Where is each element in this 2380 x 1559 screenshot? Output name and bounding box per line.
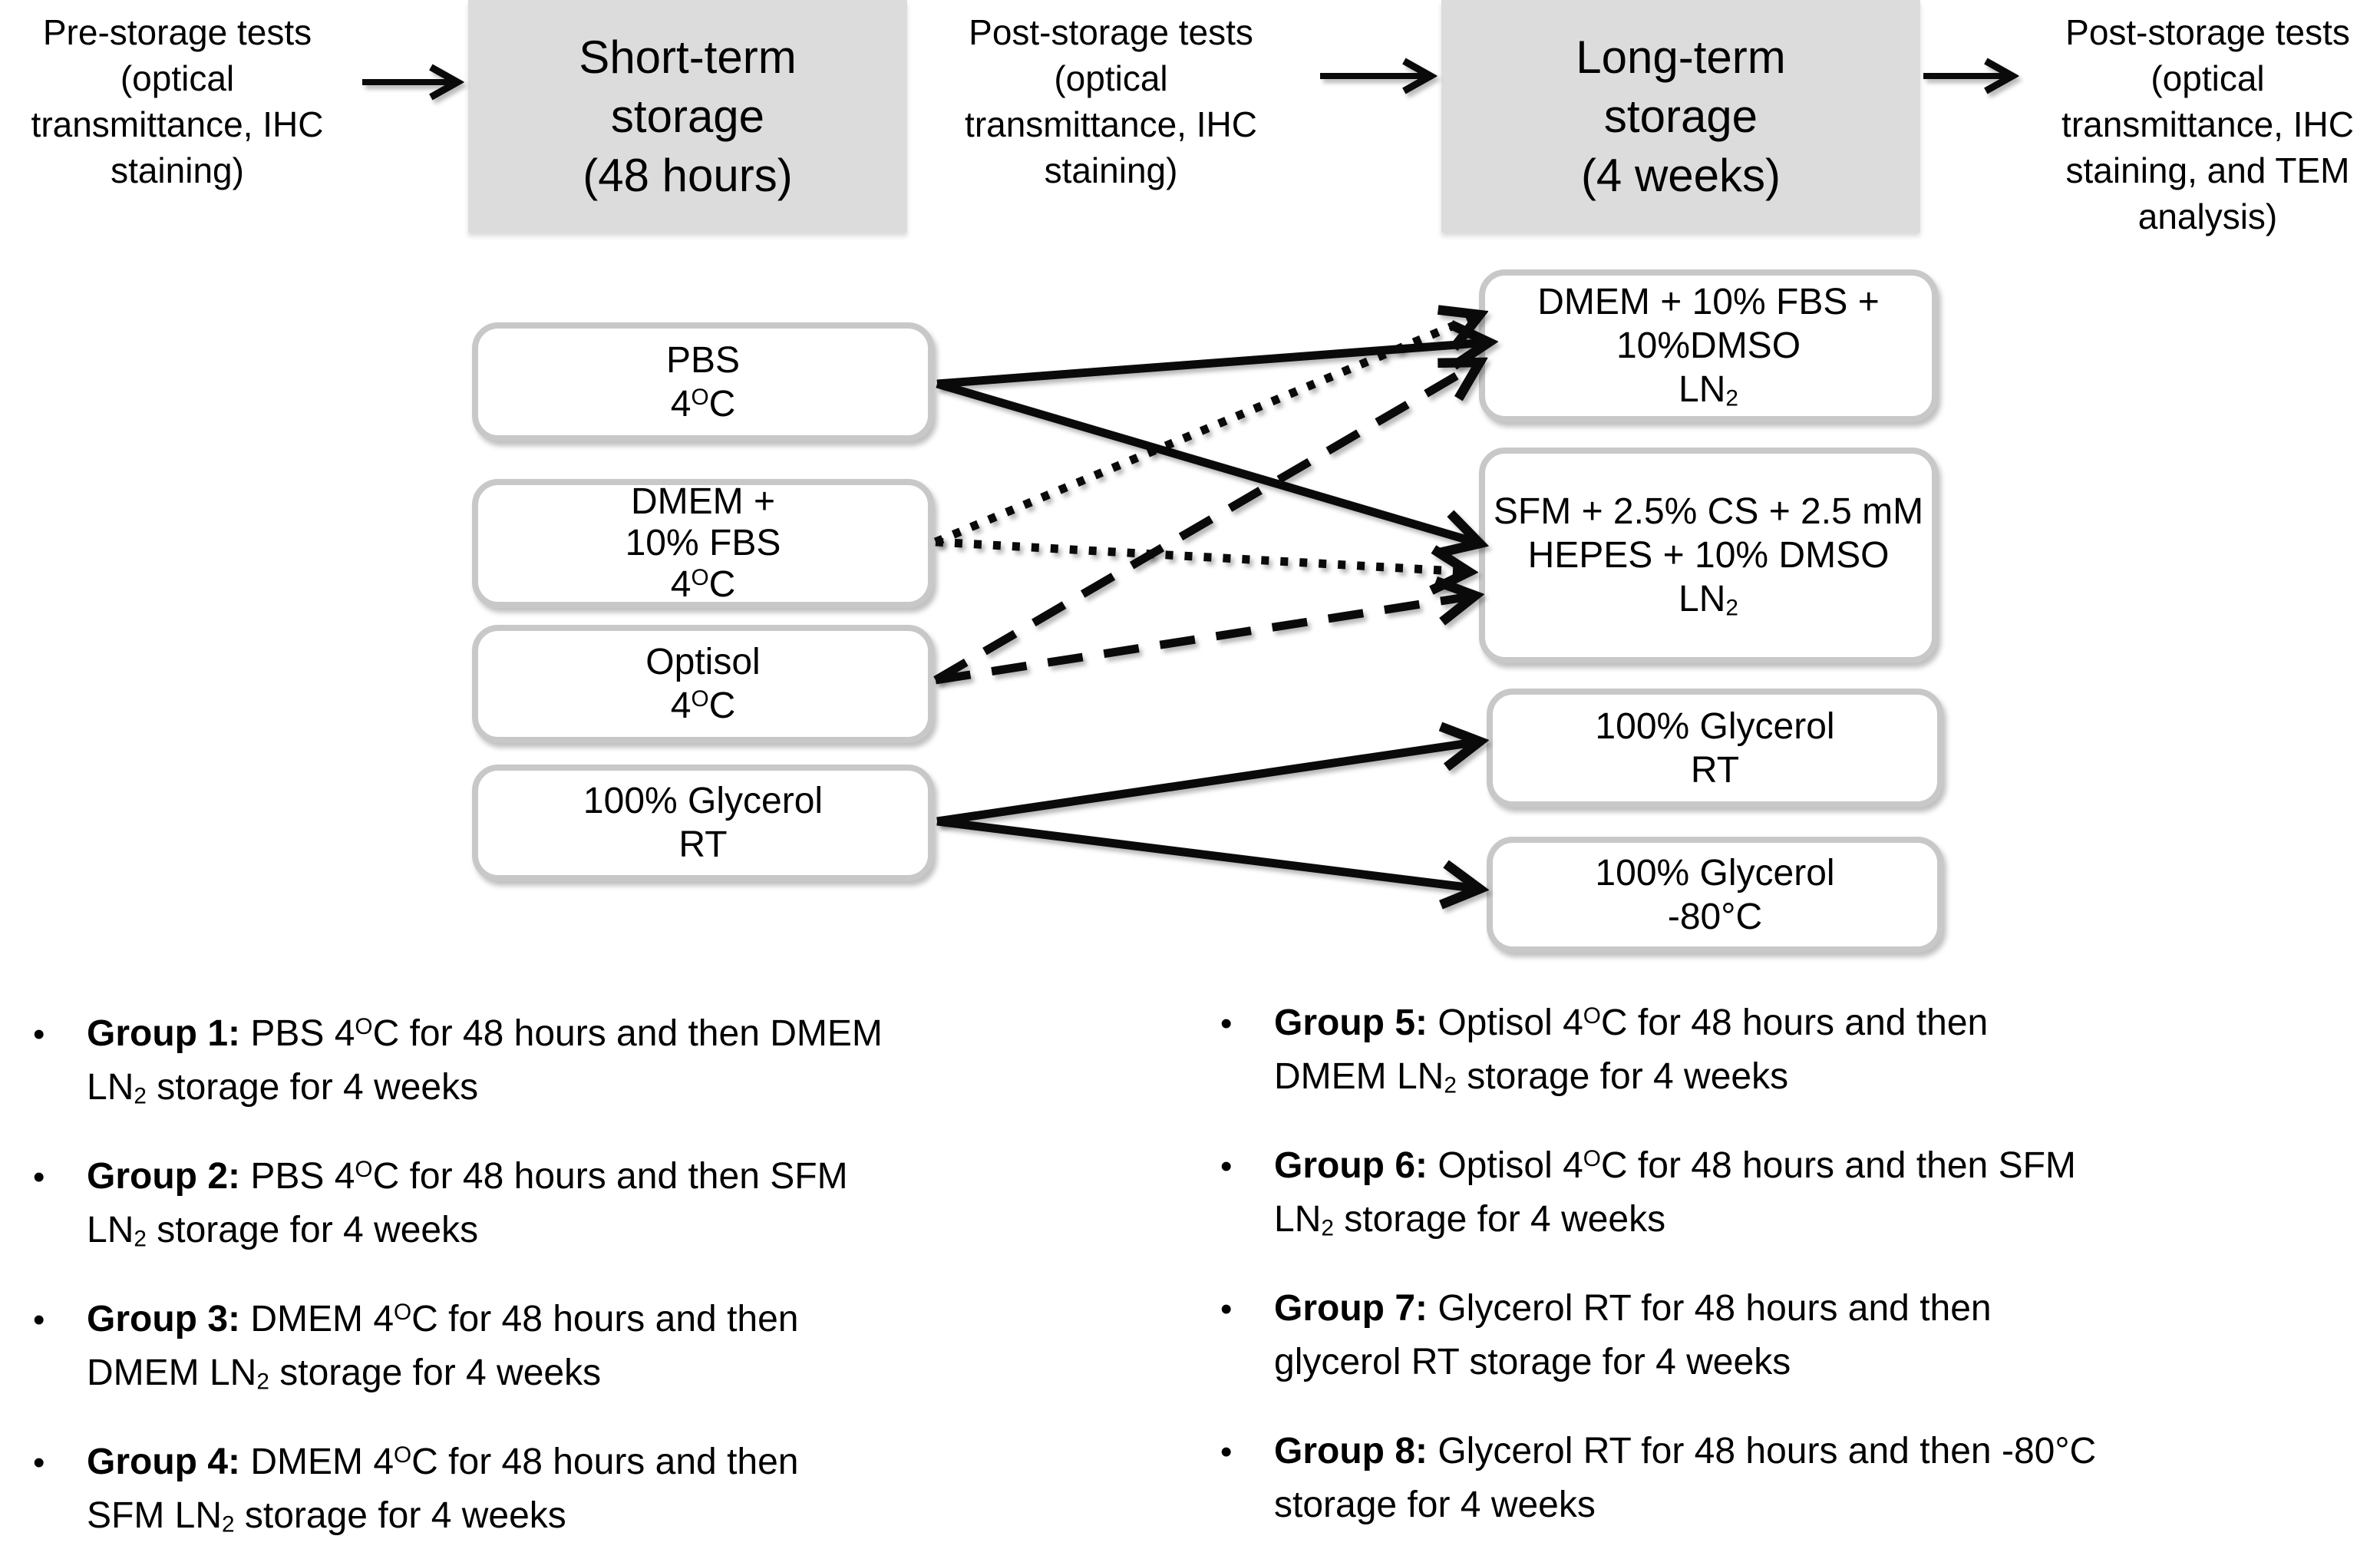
node-sfm-cs-hepes-dmso-ln2-label: SFM + 2.5% CS + 2.5 mM HEPES + 10% DMSO LN… xyxy=(1493,491,1924,621)
group-5-item: Group 5: Optisol 4OC for 48 hours and th… xyxy=(1207,996,2373,1104)
edge-glycerol-to-gly-m80 xyxy=(936,817,1480,889)
node-optisol-4c: Optisol 4OC xyxy=(472,625,934,743)
node-sfm-cs-hepes-dmso-ln2: SFM + 2.5% CS + 2.5 mM HEPES + 10% DMSO LN… xyxy=(1479,448,1938,663)
post-storage-tests-mid-caption: Post-storage tests (optical transmittance,… xyxy=(965,12,1257,190)
group-3-item: Group 3: DMEM 4OC for 48 hours and thenD… xyxy=(19,1293,1147,1400)
short-term-storage-box: Short-term storage (48 hours) xyxy=(468,0,907,233)
node-100-glycerol-minus80: 100% Glycerol -80°C xyxy=(1487,837,1943,953)
edge-dmem-to-sfm xyxy=(935,537,1469,572)
group-2-item: Group 2: PBS 4OC for 48 hours and then S… xyxy=(19,1150,1147,1257)
bullet-icon xyxy=(19,1007,87,1115)
bullet-icon xyxy=(19,1435,87,1543)
group-5-text: Group 5: Optisol 4OC for 48 hours and th… xyxy=(1274,1002,1989,1098)
group-4-item: Group 4: DMEM 4OC for 48 hours and thenS… xyxy=(19,1435,1147,1543)
node-pbs-4c: PBS 4OC xyxy=(472,322,934,441)
bullet-icon xyxy=(1207,1282,1274,1389)
node-glycerol-rt: 100% Glycerol RT xyxy=(472,765,934,881)
group-4-text: Group 4: DMEM 4OC for 48 hours and then S… xyxy=(87,1442,799,1538)
edge-dmem-to-dmem-dmso xyxy=(933,315,1480,547)
node-glycerol-rt-label: 100% Glycerol RT xyxy=(583,781,824,865)
group-3-text: Group 3: DMEM 4OC for 48 hours and then D… xyxy=(87,1299,799,1395)
group-8-item: Group 8: Glycerol RT for 48 hours and th… xyxy=(1207,1425,2373,1532)
node-dmem-10fbs-4c: DMEM +10% FBS 4OC xyxy=(472,479,934,608)
node-pbs-4c-label: PBS 4OC xyxy=(665,339,741,424)
groups-list-right: Group 5: Optisol 4OC for 48 hours and th… xyxy=(1207,996,2373,1559)
groups-list-left: Group 1: PBS 4OC for 48 hours and then D… xyxy=(19,1007,1147,1559)
bullet-icon xyxy=(1207,996,1274,1104)
long-term-storage-box: Long-term storage (4 weeks) xyxy=(1441,0,1920,233)
group-1-text: Group 1: PBS 4OC for 48 hours and then D… xyxy=(87,1013,883,1109)
pre-storage-tests-caption: Pre-storage tests (optical transmittance, … xyxy=(31,12,324,190)
edge-pbs-to-sfm xyxy=(936,379,1480,543)
bullet-icon xyxy=(1207,1139,1274,1247)
long-term-storage-label: Long-term storage (4 weeks) xyxy=(1576,31,1786,201)
group-2-text: Group 2: PBS 4OC for 48 hours and then S… xyxy=(87,1156,848,1252)
bullet-icon xyxy=(19,1293,87,1400)
edge-optisol-to-sfm xyxy=(935,596,1475,685)
node-dmem-fbs-dmso-ln2-label: DMEM + 10% FBS +10%DMSO LN2 xyxy=(1537,282,1880,411)
node-dmem-fbs-dmso-ln2: DMEM + 10% FBS +10%DMSO LN2 xyxy=(1479,269,1938,422)
edge-glycerol-to-gly-rt xyxy=(936,742,1480,826)
short-term-storage-label: Short-term storage (48 hours) xyxy=(579,31,797,201)
post-storage-tests-final-caption: Post-storage tests (optical transmittance,… xyxy=(2061,12,2354,236)
edge-pbs-to-dmem-dmso xyxy=(936,342,1489,388)
group-6-item: Group 6: Optisol 4OC for 48 hours and th… xyxy=(1207,1139,2373,1247)
group-7-item: Group 7: Glycerol RT for 48 hours and th… xyxy=(1207,1282,2373,1389)
node-dmem-10fbs-4c-label: DMEM +10% FBS 4OC xyxy=(625,481,781,605)
group-1-item: Group 1: PBS 4OC for 48 hours and then D… xyxy=(19,1007,1147,1115)
node-100-glycerol-rt: 100% Glycerol RT xyxy=(1487,689,1943,808)
node-optisol-4c-label: Optisol 4OC xyxy=(645,642,761,726)
node-100-glycerol-minus80-label: 100% Glycerol -80°C xyxy=(1595,852,1835,937)
edge-optisol-to-dmem-dmso xyxy=(933,362,1480,684)
bullet-icon xyxy=(19,1150,87,1257)
group-8-text: Group 8: Glycerol RT for 48 hours and th… xyxy=(1274,1431,2097,1525)
node-100-glycerol-rt-label: 100% Glycerol RT xyxy=(1595,705,1835,791)
group-7-text: Group 7: Glycerol RT for 48 hours and th… xyxy=(1274,1288,1992,1382)
bullet-icon xyxy=(1207,1425,1274,1532)
group-6-text: Group 6: Optisol 4OC for 48 hours and th… xyxy=(1274,1145,2076,1241)
